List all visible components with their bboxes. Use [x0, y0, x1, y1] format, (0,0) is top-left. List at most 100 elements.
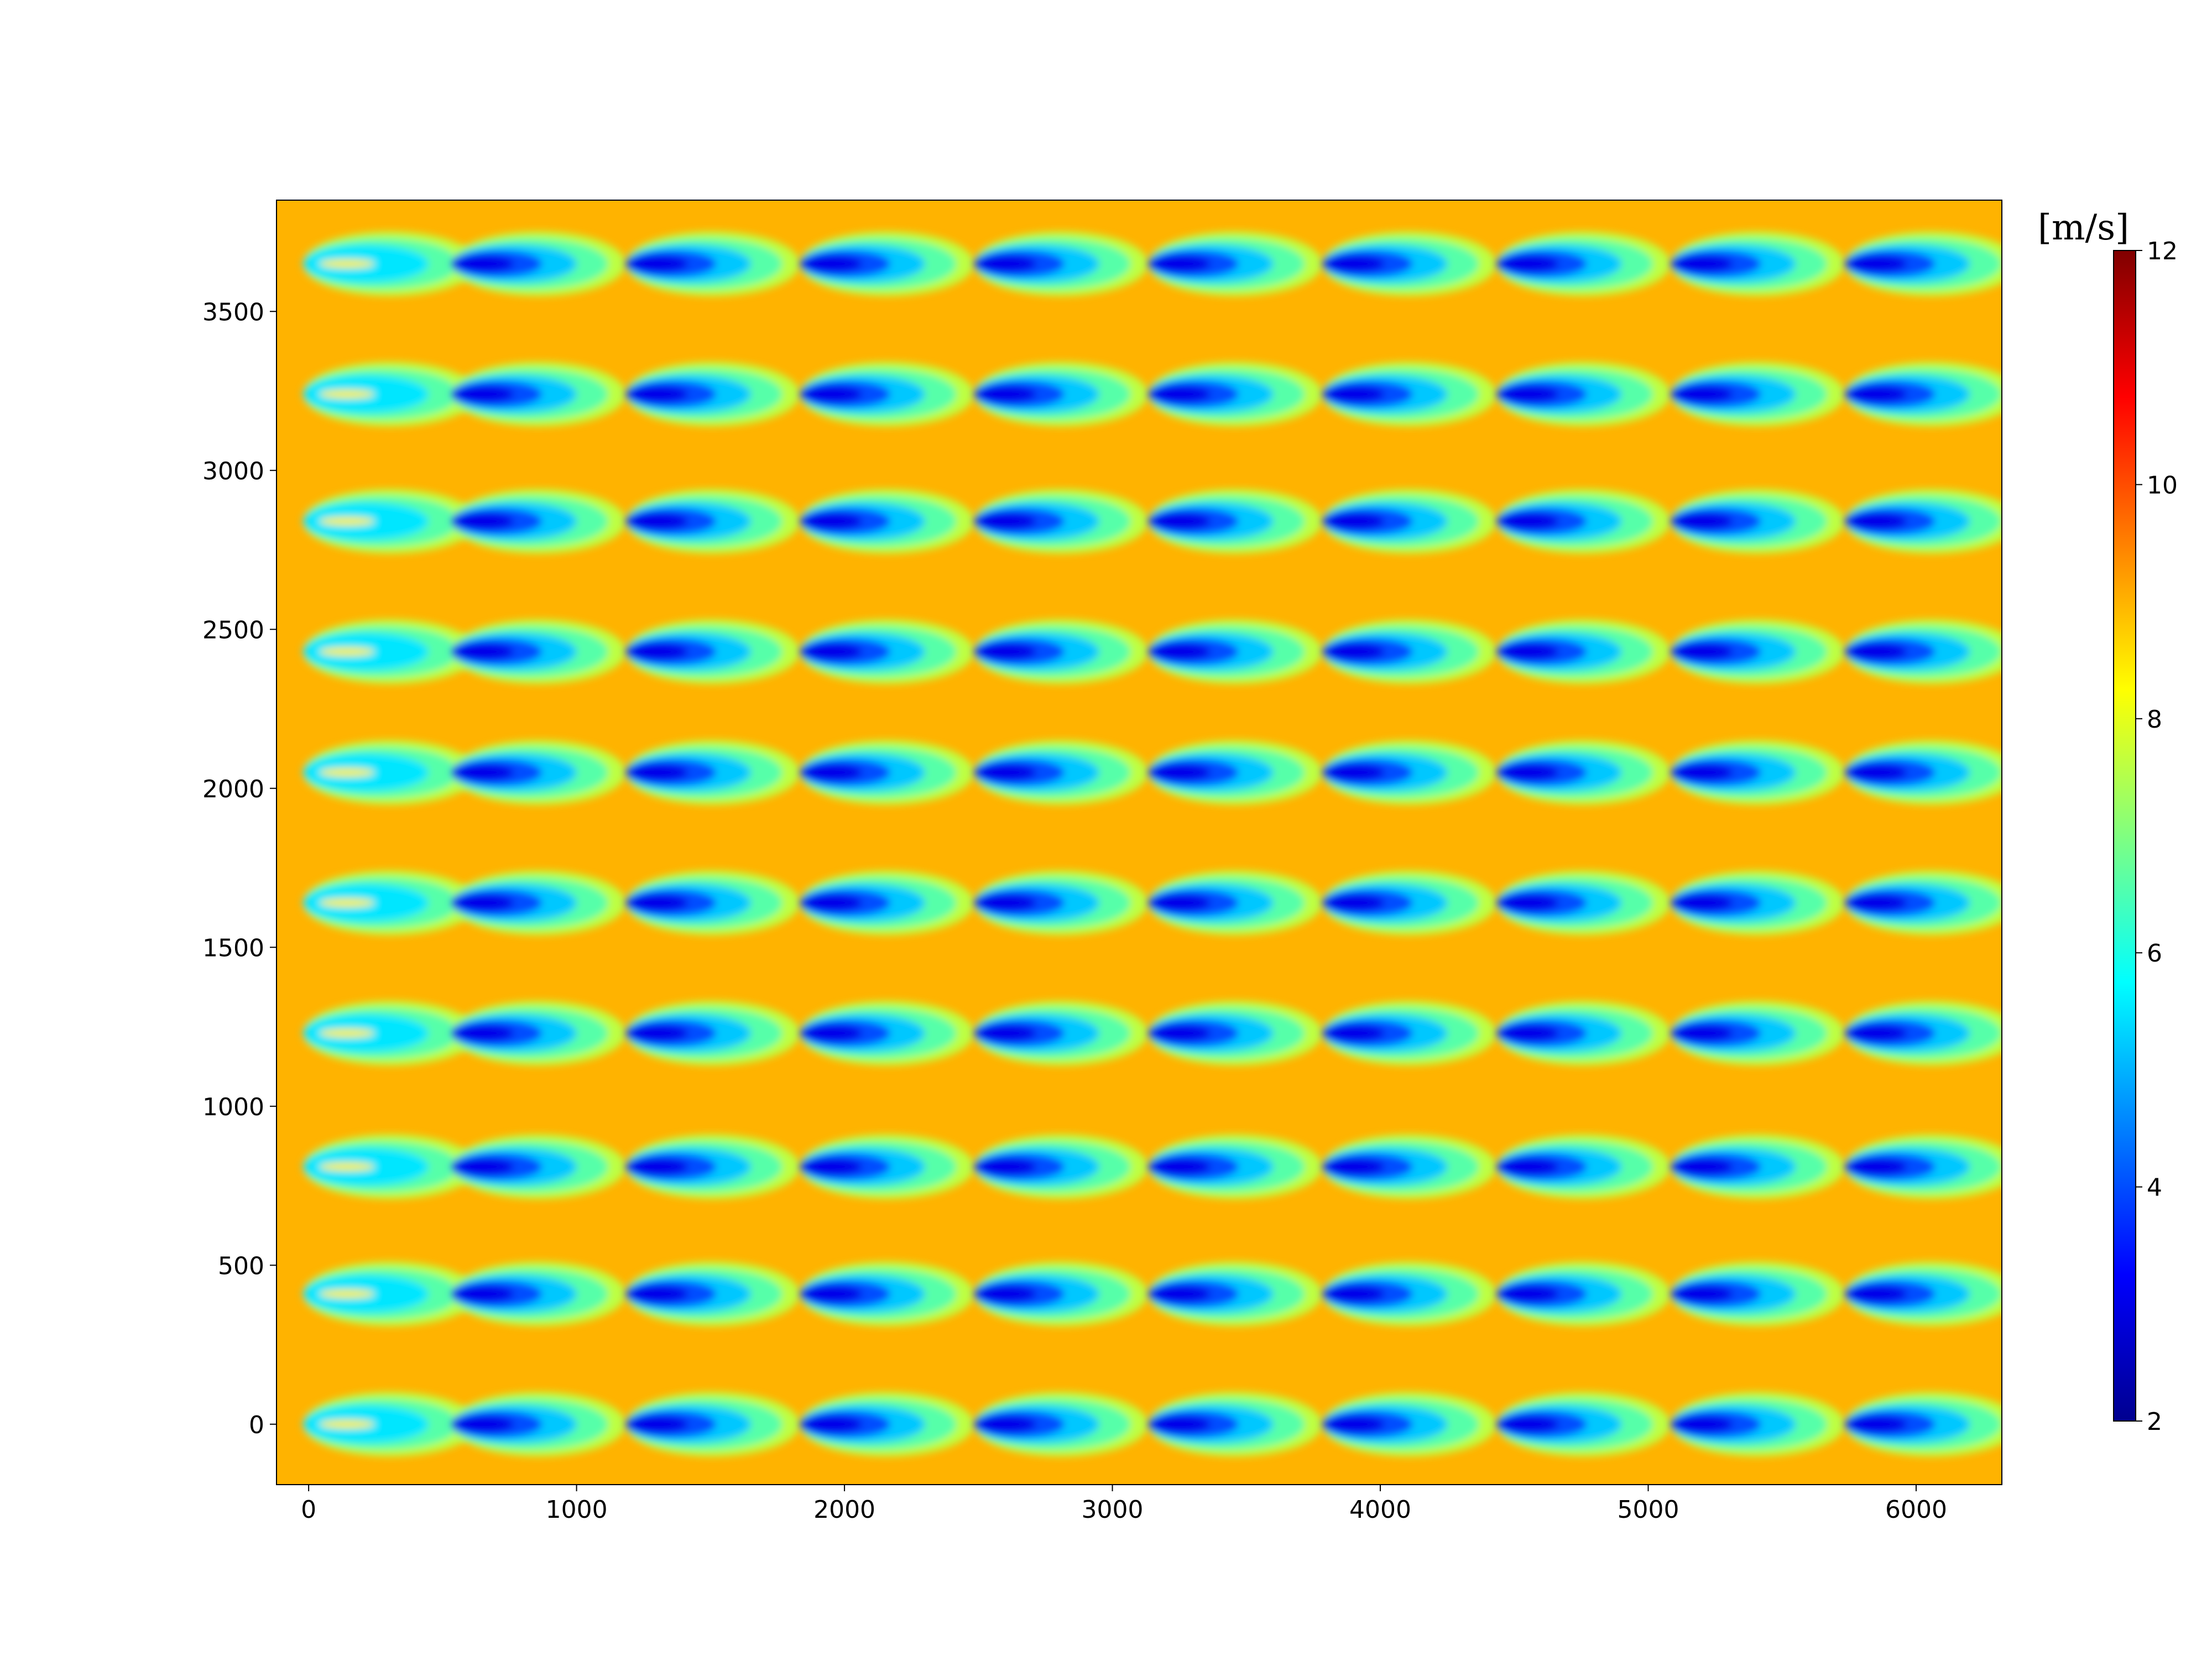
wake-layer [451, 763, 514, 782]
turbine-wake-4-8 [1670, 870, 1845, 936]
wake-layer [451, 254, 514, 273]
wake-core [319, 899, 375, 907]
y-axis: 0 500 1000 1500 2000 2500 3000 3500 [202, 298, 276, 1439]
wake-layer [1322, 1157, 1385, 1176]
x-tick-label: 6000 [1885, 1496, 1947, 1524]
wake-core [319, 390, 375, 398]
turbine-wake-7-0 [303, 489, 478, 554]
turbine-wake-9-7 [1496, 231, 1671, 296]
turbine-wake-1-0 [303, 1261, 478, 1326]
wake-layer [1147, 643, 1211, 661]
turbine-wake-6-1 [451, 619, 626, 684]
turbine-wake-9-2 [625, 231, 800, 296]
wake-layer [1844, 1284, 1907, 1303]
turbine-wake-6-6 [1322, 619, 1496, 684]
y-tick-label: 3500 [202, 298, 264, 326]
wake-layer [451, 1415, 514, 1433]
wake-core [319, 647, 375, 656]
wake-layer [1496, 894, 1559, 912]
wake-core [319, 1289, 375, 1298]
turbine-wake-4-9 [1844, 870, 2002, 936]
turbine-wake-3-0 [303, 1001, 478, 1065]
wake-core [319, 1029, 375, 1037]
x-tick-label: 5000 [1618, 1496, 1679, 1524]
turbine-wake-8-3 [800, 362, 974, 427]
wake-layer [625, 643, 688, 661]
wake-layer [1844, 254, 1907, 273]
wake-layer [974, 1157, 1037, 1176]
y-tick-label: 1000 [202, 1093, 264, 1121]
turbine-wake-5-0 [303, 740, 478, 805]
y-tick-label: 3000 [202, 457, 264, 485]
turbine-wake-8-6 [1322, 362, 1496, 427]
turbine-wake-6-7 [1496, 619, 1671, 684]
wake-layer [1670, 1284, 1734, 1303]
turbine-wake-8-2 [625, 362, 800, 427]
turbine-wake-8-7 [1496, 362, 1671, 427]
turbine-wake-2-1 [451, 1134, 626, 1199]
y-tick-label: 1500 [202, 934, 264, 962]
turbine-wake-6-8 [1670, 619, 1845, 684]
wake-layer [625, 1284, 688, 1303]
wake-layer [625, 763, 688, 782]
turbine-wake-3-4 [974, 1001, 1148, 1065]
wake-layer [1670, 1024, 1734, 1042]
wake-core [319, 517, 375, 525]
turbine-wake-6-3 [800, 619, 974, 684]
wake-layer [1496, 254, 1559, 273]
turbine-wake-4-5 [1147, 870, 1322, 936]
wake-layer [451, 1284, 514, 1303]
turbine-wake-3-5 [1147, 1001, 1322, 1065]
wake-layer [1147, 894, 1211, 912]
turbine-wake-7-6 [1322, 489, 1496, 554]
turbine-wake-1-3 [800, 1261, 974, 1326]
turbine-wake-5-2 [625, 740, 800, 805]
x-tick-label: 0 [301, 1496, 316, 1524]
turbine-wake-0-1 [451, 1392, 626, 1457]
turbine-wake-3-8 [1670, 1001, 1845, 1065]
turbine-wake-1-2 [625, 1261, 800, 1326]
wake-layer [1147, 254, 1211, 273]
wake-core [319, 1162, 375, 1171]
wake-layer [1670, 385, 1734, 403]
wake-layer [974, 1284, 1037, 1303]
wake-layer [1147, 1284, 1211, 1303]
turbine-wake-5-4 [974, 740, 1148, 805]
y-tick-label: 500 [218, 1252, 264, 1280]
wake-layer [1147, 1157, 1211, 1176]
wake-layer [1496, 1415, 1559, 1433]
turbine-wake-5-1 [451, 740, 626, 805]
wake-layer [625, 894, 688, 912]
turbine-wake-1-6 [1322, 1261, 1496, 1326]
turbine-wake-0-7 [1496, 1392, 1671, 1457]
wake-layer [1844, 894, 1907, 912]
turbine-wake-8-5 [1147, 362, 1322, 427]
wake-layer [625, 1157, 688, 1176]
turbine-wake-6-9 [1844, 619, 2002, 684]
turbine-wake-0-6 [1322, 1392, 1496, 1457]
turbine-wake-5-5 [1147, 740, 1322, 805]
colorbar-tick-label: 10 [2147, 471, 2178, 499]
turbine-wake-0-8 [1670, 1392, 1845, 1457]
wake-layer [1322, 1284, 1385, 1303]
turbine-wake-2-3 [800, 1134, 974, 1199]
turbine-wake-7-8 [1670, 489, 1845, 554]
turbine-wake-3-6 [1322, 1001, 1496, 1065]
turbine-wake-6-0 [303, 619, 478, 684]
turbine-wake-9-8 [1670, 231, 1845, 296]
wake-layer [625, 512, 688, 530]
colorbar-gradient [2113, 250, 2136, 1422]
wake-layer [800, 1157, 863, 1176]
turbine-wake-9-5 [1147, 231, 1322, 296]
x-tick-label: 1000 [546, 1496, 608, 1524]
turbine-wake-8-4 [974, 362, 1148, 427]
turbine-wake-1-7 [1496, 1261, 1671, 1326]
turbine-wake-4-6 [1322, 870, 1496, 936]
turbine-wake-1-1 [451, 1261, 626, 1326]
wake-layer [625, 254, 688, 273]
wake-layer [1322, 894, 1385, 912]
wake-layer [974, 254, 1037, 273]
colorbar-tick-label: 2 [2147, 1408, 2162, 1436]
wake-layer [800, 894, 863, 912]
